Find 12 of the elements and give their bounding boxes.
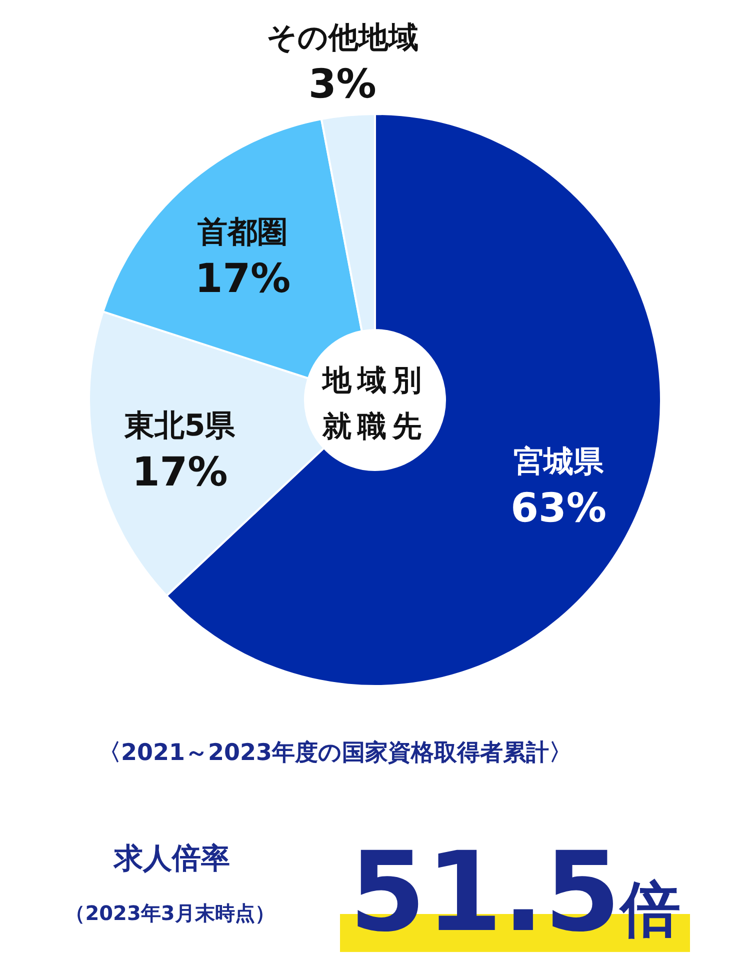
slice-label: 東北5県 (123, 408, 236, 444)
slice-label: その他地域 (266, 20, 418, 56)
text: 求人倍率 (113, 841, 230, 875)
text: 地域別就職先 (320, 363, 428, 443)
data-label: 63% (510, 485, 606, 532)
text: （2023年3月末時点） (65, 901, 275, 925)
slice-label: 宮城県 (514, 444, 605, 480)
data-label: 17% (132, 450, 228, 496)
data-label: 3% (308, 62, 376, 108)
data-label: 17% (194, 256, 291, 302)
text: 〈2021～2023年度の国家資格取得者累計〉 (98, 739, 572, 766)
slice-label: 首都圏 (198, 214, 288, 250)
